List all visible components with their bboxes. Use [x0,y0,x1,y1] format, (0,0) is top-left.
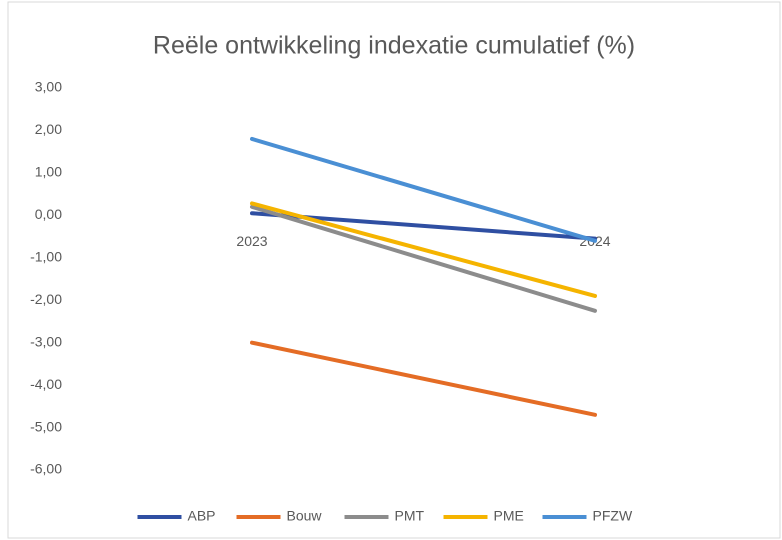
y-tick-label: -2,00 [30,291,62,307]
chart-frame [7,1,781,539]
legend-label: PMT [395,508,425,524]
y-tick-label: 0,00 [35,206,62,222]
y-tick-label: 2,00 [35,121,62,137]
series-line [250,201,597,298]
y-tick-label: -3,00 [30,333,62,349]
y-tick-label: -1,00 [30,248,62,264]
chart-title: Reële ontwikkeling indexatie cumulatief … [153,32,635,60]
legend-label: Bouw [287,508,323,524]
legend-label: ABP [188,508,216,524]
series-line [250,204,597,313]
legend-label: PME [494,508,524,524]
y-tick-label: 3,00 [35,79,62,95]
legend-label: PFZW [593,508,633,524]
series-line [250,340,597,417]
x-tick-label: 2023 [236,233,267,249]
y-tick-label: -5,00 [30,418,62,434]
y-tick-label: -6,00 [30,461,62,477]
series-line [250,136,597,243]
y-tick-label: 1,00 [35,164,62,180]
y-tick-label: -4,00 [30,376,62,392]
